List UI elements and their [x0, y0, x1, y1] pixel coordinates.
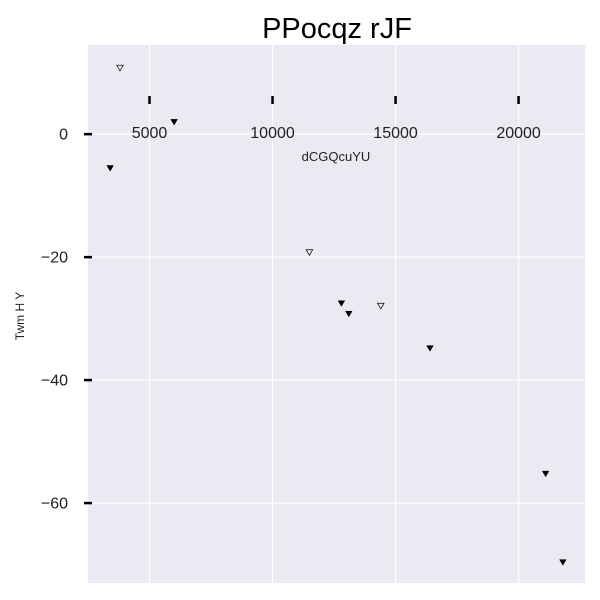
y-tick-label: 0	[59, 127, 68, 144]
x-tick-label: 15000	[373, 125, 418, 142]
hollow-triangle-point	[376, 302, 385, 310]
y-axis-label: Twm H Y	[13, 292, 27, 340]
x-tick-label: 10000	[250, 125, 295, 142]
y-ticks: 0 −20 −40 −60	[41, 127, 92, 513]
filled-triangle-point	[345, 310, 353, 318]
y-tick-label: −20	[41, 250, 68, 267]
hollow-triangle-point	[116, 64, 124, 72]
filled-triangle-point	[337, 300, 346, 307]
y-tick-label: −60	[41, 496, 68, 513]
y-tick-label: −40	[41, 373, 68, 390]
data-markers	[106, 64, 567, 566]
filled-triangle-point	[541, 470, 550, 478]
grid-lines	[88, 45, 585, 583]
hollow-triangle-point	[305, 249, 314, 257]
filled-triangle-point	[170, 119, 178, 126]
filled-triangle-point	[559, 559, 567, 566]
x-ticks: 5000 10000 15000 20000	[132, 96, 541, 142]
x-tick-label: 20000	[496, 125, 541, 142]
x-axis-label: dCGQcuYU	[302, 149, 371, 164]
filled-triangle-point	[426, 345, 434, 352]
x-tick-label: 5000	[132, 125, 168, 142]
filled-triangle-point	[106, 165, 114, 172]
chart-title: PPocqz rJF	[262, 13, 412, 45]
